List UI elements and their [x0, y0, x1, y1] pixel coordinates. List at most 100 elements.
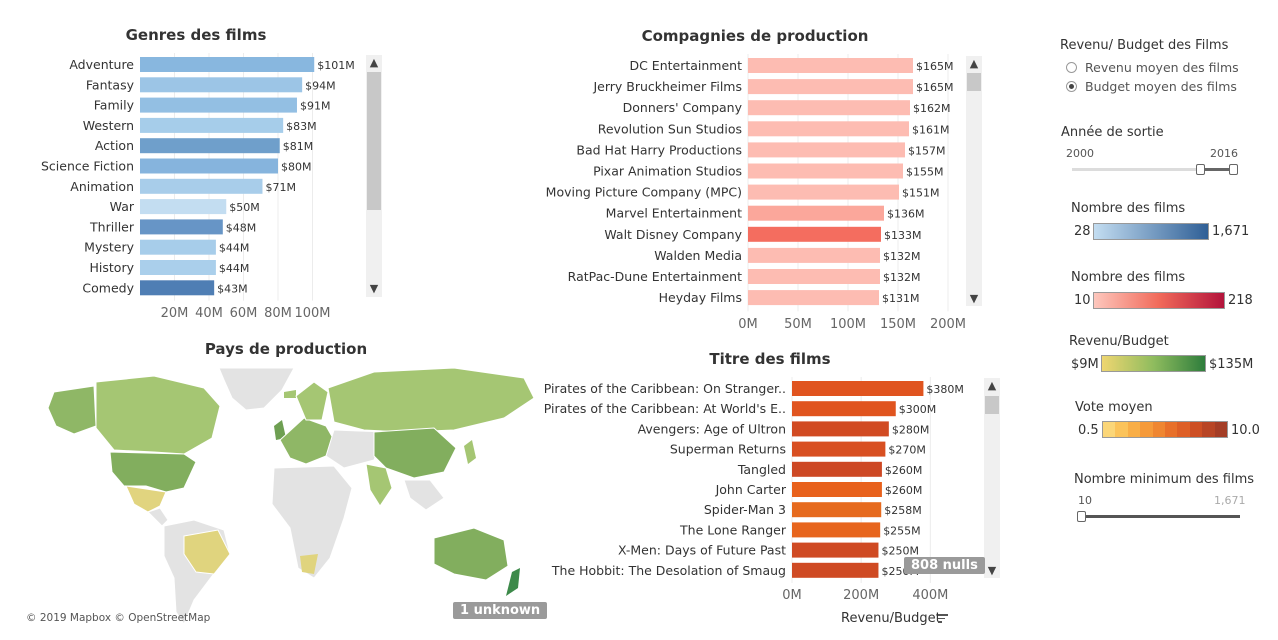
genres-bar-chart[interactable]: 20M 40M 60M 80M 100M Adventure $101M Fantasy $94… — [0, 50, 390, 330]
min-films-slider-handle[interactable] — [1077, 511, 1086, 522]
bar[interactable] — [140, 178, 263, 194]
bar[interactable] — [792, 542, 879, 558]
bar[interactable] — [748, 100, 910, 116]
category-label[interactable]: Avengers: Age of Ultron — [638, 421, 786, 436]
category-label[interactable]: Walden Media — [654, 248, 742, 263]
category-label[interactable]: Revolution Sun Studios — [598, 121, 742, 136]
sort-icon[interactable] — [938, 614, 948, 625]
bar[interactable] — [748, 79, 913, 95]
bar[interactable] — [140, 158, 278, 174]
nulls-badge[interactable]: 808 nulls — [904, 557, 985, 574]
world-map[interactable] — [34, 368, 548, 628]
radio-button[interactable] — [1066, 62, 1077, 73]
chevron-up-icon[interactable]: ▲ — [369, 56, 379, 69]
genres-scroll-thumb[interactable] — [367, 72, 381, 210]
category-label[interactable]: Pirates of the Caribbean: On Stranger.. — [544, 381, 786, 396]
category-label[interactable]: Superman Returns — [670, 442, 786, 457]
bar[interactable] — [748, 142, 905, 158]
category-label[interactable]: Thriller — [89, 219, 135, 234]
bar[interactable] — [792, 381, 924, 396]
category-label[interactable]: Moving Picture Company (MPC) — [546, 185, 742, 200]
category-label[interactable]: The Lone Ranger — [679, 522, 787, 537]
category-label[interactable]: War — [110, 199, 135, 214]
min-films-slider-track[interactable] — [1080, 515, 1240, 518]
companies-scrollbar[interactable] — [966, 56, 982, 306]
bar[interactable] — [748, 269, 880, 284]
bar[interactable] — [748, 290, 879, 306]
category-label[interactable]: Donners' Company — [623, 100, 743, 115]
category-label[interactable]: Marvel Entertainment — [606, 206, 742, 221]
category-label[interactable]: X-Men: Days of Future Past — [618, 543, 786, 558]
bar[interactable] — [792, 522, 881, 538]
bar[interactable] — [140, 280, 215, 296]
unknown-badge[interactable]: 1 unknown — [453, 602, 548, 619]
bar[interactable] — [792, 461, 882, 477]
category-label[interactable]: DC Entertainment — [629, 58, 742, 73]
chevron-up-icon[interactable]: ▲ — [987, 379, 997, 392]
bar[interactable] — [140, 77, 303, 93]
annee-slider-handle-max[interactable] — [1229, 164, 1238, 175]
bar[interactable] — [140, 138, 280, 154]
category-label[interactable]: Western — [83, 118, 134, 133]
companies-bar-chart[interactable]: 0M 50M 100M 150M 200M DC Entertainment $165M Je… — [540, 52, 990, 337]
companies-scroll-thumb[interactable] — [967, 73, 981, 91]
bar[interactable] — [140, 97, 297, 113]
bar[interactable] — [748, 247, 880, 263]
bar[interactable] — [792, 562, 879, 578]
titles-scroll-thumb[interactable] — [985, 396, 999, 414]
bar[interactable] — [140, 57, 315, 72]
category-label[interactable]: History — [90, 260, 135, 275]
min-films-max-value: 1,671 — [1214, 494, 1246, 507]
category-label[interactable]: Science Fiction — [41, 159, 134, 174]
titles-scrollbar[interactable] — [984, 378, 1000, 578]
bar[interactable] — [792, 502, 882, 518]
bar[interactable] — [748, 58, 913, 73]
bar[interactable] — [140, 260, 216, 275]
bar[interactable] — [792, 441, 886, 457]
bar[interactable] — [792, 482, 882, 497]
bar[interactable] — [792, 421, 889, 437]
bar[interactable] — [748, 184, 899, 200]
bar[interactable] — [140, 199, 227, 215]
category-label[interactable]: Bad Hat Harry Productions — [576, 142, 742, 157]
category-label[interactable]: Pirates of the Caribbean: At World's E.. — [544, 401, 786, 416]
bar[interactable] — [748, 205, 884, 221]
chevron-down-icon[interactable]: ▼ — [369, 282, 379, 295]
category-label[interactable]: Pixar Animation Studios — [593, 164, 742, 179]
radio-button-selected[interactable] — [1066, 81, 1077, 92]
chevron-up-icon[interactable]: ▲ — [969, 57, 979, 70]
bar[interactable] — [748, 121, 909, 137]
annee-slider-track[interactable] — [1072, 168, 1236, 171]
value-label: $161M — [912, 123, 950, 136]
category-label[interactable]: Comedy — [82, 280, 134, 295]
category-label[interactable]: Heyday Films — [659, 290, 742, 305]
category-label[interactable]: Family — [94, 98, 135, 113]
category-label[interactable]: Mystery — [84, 240, 134, 255]
annee-slider-handle-min[interactable] — [1196, 164, 1205, 175]
category-label[interactable]: Tangled — [737, 462, 786, 477]
bar[interactable] — [140, 239, 216, 255]
radio-revenu-moyen[interactable]: Revenu moyen des films — [1066, 60, 1239, 75]
titles-bar-chart[interactable]: 0M 200M 400M Pirates of the Caribbean: On S… — [540, 374, 1000, 609]
bar[interactable] — [748, 226, 881, 242]
category-label[interactable]: Walt Disney Company — [604, 227, 742, 242]
category-label[interactable]: Action — [95, 138, 134, 153]
category-label[interactable]: John Carter — [715, 482, 787, 497]
country-africa — [271, 465, 353, 579]
bar[interactable] — [140, 219, 223, 235]
category-label[interactable]: Animation — [70, 179, 134, 194]
category-label[interactable]: Jerry Bruckheimer Films — [592, 79, 742, 94]
annee-slider-range — [1200, 168, 1234, 171]
chevron-down-icon[interactable]: ▼ — [987, 564, 997, 577]
category-label[interactable]: Adventure — [69, 57, 134, 72]
category-label[interactable]: The Hobbit: The Desolation of Smaug — [551, 563, 786, 578]
category-label[interactable]: Spider-Man 3 — [704, 502, 786, 517]
bar[interactable] — [792, 401, 896, 417]
value-label: $300M — [899, 403, 937, 416]
category-label[interactable]: Fantasy — [86, 77, 135, 92]
chevron-down-icon[interactable]: ▼ — [969, 292, 979, 305]
bar[interactable] — [140, 117, 284, 133]
radio-budget-moyen[interactable]: Budget moyen des films — [1066, 79, 1237, 94]
bar[interactable] — [748, 163, 903, 179]
category-label[interactable]: RatPac-Dune Entertainment — [568, 269, 742, 284]
